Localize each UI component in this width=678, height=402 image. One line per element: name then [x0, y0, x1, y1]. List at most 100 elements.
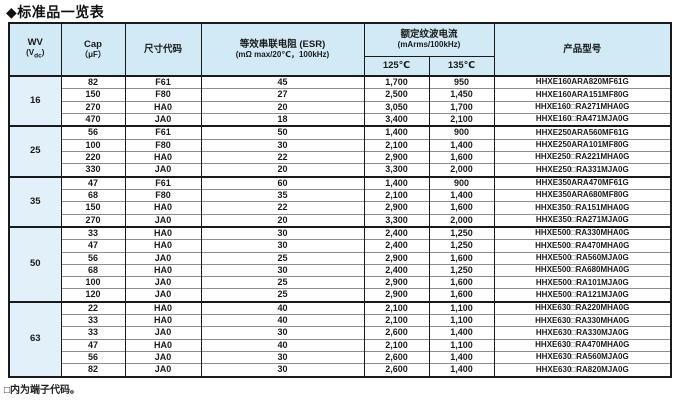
model-cell: HHXE500□RA470MHA0G	[493, 239, 672, 253]
cap-cell: 33	[60, 225, 126, 240]
esr-cell: 35	[200, 188, 365, 202]
esr-cell: 30	[200, 363, 365, 377]
table-row: 56 JA0 30 2,600 1,400 HHXE630□RA560MJA0G	[9, 351, 672, 364]
table-row: 220 HA0 22 2,900 1,600 HHXE250□RA221MHA0G	[9, 150, 672, 164]
ripple-conditions: (mArms/100kHz)	[397, 40, 461, 50]
model-cell: HHXE500□RA101MJA0G	[493, 276, 672, 289]
size-cell: F61	[124, 75, 202, 89]
page-title: ◆标准品一览表	[6, 4, 105, 20]
r135-cell: 1,250	[428, 239, 495, 253]
r125-cell: 2,900	[363, 251, 430, 265]
r135-cell: 1,250	[428, 263, 495, 277]
esr-label: 等效串联电阻 (ESR)	[239, 38, 326, 50]
table-row: 33 HA0 40 2,100 1,100 HHXE630□RA330MHA0G	[9, 314, 672, 327]
ripple-label: 额定纹波电流	[400, 29, 458, 41]
size-cell: HA0	[124, 300, 202, 315]
r135-cell: 950	[428, 75, 495, 89]
table-header: WV (Vdc) Cap （μF） 尺寸代码 等效串联电阻 (ESR) (mΩ …	[8, 22, 672, 77]
esr-cell: 40	[200, 314, 365, 327]
model-cell: HHXE500□RA680MHA0G	[493, 263, 672, 277]
col-header-135c: 135℃	[428, 55, 495, 77]
cap-cell: 220	[60, 150, 126, 164]
r125-cell: 2,400	[363, 225, 430, 240]
model-cell: HHXE350ARA680MF80G	[493, 188, 672, 202]
table-row: 82 JA0 30 2,600 1,400 HHXE630□RA820MJA0G	[9, 363, 672, 377]
esr-cell: 50	[200, 125, 365, 140]
size-cell: JA0	[124, 213, 202, 227]
cap-cell: 150	[60, 201, 126, 215]
table-row: 25 56 F61 50 1,400 900 HHXE250ARA560MF61G	[8, 125, 672, 177]
r125-cell: 3,050	[363, 100, 430, 114]
r135-cell: 1,100	[428, 314, 495, 327]
table-row: 47 HA0 30 2,400 1,250 HHXE500□RA470MHA0G	[9, 239, 672, 253]
table-row: 100 F80 30 2,100 1,400 HHXE250ARA101MF80G	[9, 138, 672, 152]
table-row: 63 22 HA0 40 2,100 1,100 HHXE630□RA220MHA0G	[8, 300, 672, 377]
model-cell: HHXE500□RA330MHA0G	[493, 225, 672, 240]
cap-cell: 47	[60, 338, 126, 352]
esr-cell: 25	[200, 251, 365, 265]
model-cell: HHXE630□RA330MJA0G	[493, 326, 672, 340]
r135-cell: 1,600	[428, 150, 495, 164]
r125-cell: 2,900	[363, 201, 430, 215]
col-header-ripple-current: 额定纹波电流 (mArms/100kHz)	[363, 22, 495, 57]
r125-cell: 3,300	[363, 213, 430, 227]
size-cell: HA0	[124, 263, 202, 277]
col-header-cap: Cap （μF）	[60, 22, 126, 77]
model-cell: HHXE350□RA271MJA0G	[493, 213, 672, 227]
r125-cell: 2,600	[363, 363, 430, 377]
table-body: 16 82 F61 45 1,700 950 HHXE160ARA820MF61G 150 F8…	[8, 74, 672, 377]
r125-cell: 2,600	[363, 326, 430, 340]
r135-cell: 1,250	[428, 225, 495, 240]
r125-cell: 2,400	[363, 239, 430, 253]
r125-cell: 2,400	[363, 263, 430, 277]
esr-cell: 20	[200, 100, 365, 114]
table-row: 68 F80 35 2,100 1,400 HHXE350ARA680MF80G	[9, 188, 672, 202]
esr-cell: 20	[200, 213, 365, 227]
wv-cell: 16	[8, 74, 62, 127]
cap-cell: 47	[60, 239, 126, 253]
model-cell: HHXE160□RA471MJA0G	[493, 112, 672, 127]
size-cell: HA0	[124, 338, 202, 352]
r125-cell: 2,600	[363, 351, 430, 364]
model-cell: HHXE500□RA121MJA0G	[493, 288, 672, 302]
header-row-sub: 125℃ 135℃	[9, 55, 671, 77]
table-row: 47 HA0 40 2,100 1,100 HHXE630□RA470MHA0G	[9, 338, 672, 352]
r125-cell: 2,900	[363, 288, 430, 302]
esr-cell: 40	[200, 300, 365, 315]
r135-cell: 2,000	[428, 163, 495, 177]
table-row: 270 HA0 20 3,050 1,700 HHXE160□RA271MHA0G	[9, 100, 672, 114]
esr-cell: 30	[200, 326, 365, 340]
r135-cell: 900	[428, 175, 495, 190]
r125-cell: 2,900	[363, 276, 430, 289]
model-cell: HHXE250ARA560MF61G	[493, 125, 672, 140]
wv-cell: 63	[8, 300, 62, 377]
table-row: 120 JA0 25 2,900 1,600 HHXE500□RA121MJA0G	[9, 288, 672, 302]
model-cell: HHXE250□RA331MJA0G	[493, 163, 672, 177]
size-cell: F80	[124, 188, 202, 202]
r125-cell: 3,400	[363, 112, 430, 127]
model-cell: HHXE160ARA151MF80G	[493, 88, 672, 102]
cap-cell: 33	[60, 314, 126, 327]
wv-cell: 35	[8, 175, 62, 227]
cap-cell: 68	[60, 188, 126, 202]
cap-cell: 100	[60, 276, 126, 289]
table-row: 150 F80 27 2,500 1,450 HHXE160ARA151MF80G	[9, 88, 672, 102]
cap-cell: 33	[60, 326, 126, 340]
col-header-product-model: 产品型号	[493, 22, 672, 77]
size-cell: F61	[124, 175, 202, 190]
r135-cell: 1,400	[428, 188, 495, 202]
r135-cell: 2,000	[428, 213, 495, 227]
cap-cell: 22	[60, 300, 126, 315]
size-cell: JA0	[124, 288, 202, 302]
r125-cell: 2,100	[363, 138, 430, 152]
table-row: 68 HA0 30 2,400 1,250 HHXE500□RA680MHA0G	[9, 263, 672, 277]
r135-cell: 1,400	[428, 351, 495, 364]
terminal-code-footnote: □内为端子代码。	[4, 385, 81, 396]
esr-cell: 22	[200, 201, 365, 215]
table-row: 150 HA0 22 2,900 1,600 HHXE350□RA151MHA0G	[9, 201, 672, 215]
size-cell: JA0	[124, 276, 202, 289]
size-cell: JA0	[124, 351, 202, 364]
table-row: 470 JA0 18 3,400 2,100 HHXE160□RA471MJA0G	[9, 112, 672, 127]
esr-cell: 30	[200, 239, 365, 253]
size-cell: JA0	[124, 251, 202, 265]
